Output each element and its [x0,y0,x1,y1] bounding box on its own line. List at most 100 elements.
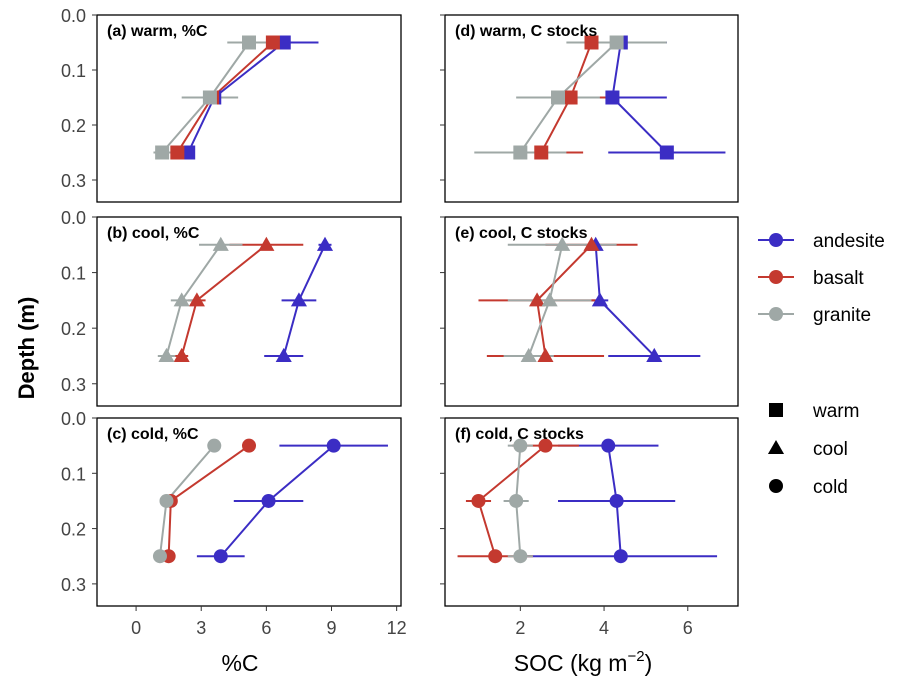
data-point-granite [509,493,524,508]
data-point-basalt [471,493,486,508]
y-tick-label: 0.3 [61,575,86,595]
y-tick-label: 0.1 [61,464,86,484]
data-point-granite [242,35,256,50]
data-point-granite [554,236,571,251]
data-point-granite [541,292,558,307]
data-point-andesite [659,145,674,160]
x-tick-label: 3 [196,618,206,638]
y-tick-label: 0.0 [61,208,86,228]
data-point-granite [513,145,528,160]
data-point-granite [207,438,222,453]
y-tick-label: 0.1 [61,264,86,284]
data-point-basalt [584,35,599,50]
data-point-andesite [609,493,624,508]
x-axis-title-left: %C [221,650,258,676]
y-tick-label: 0.2 [61,520,86,540]
y-tick-label: 0.0 [61,6,86,26]
data-point-basalt [529,292,546,307]
legend: andesite basalt granite warm cool cold [758,231,885,498]
data-point-andesite [601,438,616,453]
legend-marker [769,233,783,247]
data-point-andesite [275,347,292,363]
legend-item-andesite: andesite [758,231,885,252]
legend-marker-square [769,403,783,417]
y-axis-title: Depth (m) [14,297,39,400]
panel-frame [96,216,402,407]
panel-title: (b) cool, %C [107,225,200,242]
panel: (c) cold, %C [92,417,402,611]
x-axis-title-right-main: SOC (kg m [514,650,628,676]
panel: (a) warm, %C [92,14,402,203]
data-point-andesite [181,145,196,160]
data-point-granite [551,90,566,105]
data-point-basalt [265,35,280,50]
x-tick-label: 2 [515,618,525,638]
legend-label: cool [813,439,848,460]
data-point-basalt [173,347,190,363]
data-point-basalt [242,438,256,453]
panel-title: (e) cool, C stocks [455,225,588,242]
data-point-granite [173,292,190,307]
x-tick-labels: 0 3 6 9 12 2 4 6 [131,618,693,638]
x-tick-label: 9 [327,618,337,638]
legend-marker [769,270,783,284]
data-point-granite [202,90,217,105]
data-point-granite [513,438,528,453]
data-point-andesite [326,438,341,453]
data-point-granite [609,35,624,50]
data-point-andesite [646,347,663,363]
data-point-basalt [563,90,578,105]
panel-title: (d) warm, C stocks [455,23,597,40]
legend-marker [769,307,783,321]
legend-label: granite [813,305,871,326]
legend-label: andesite [813,231,885,252]
data-point-basalt [258,236,275,251]
legend-item-basalt: basalt [758,268,864,289]
panel-title: (c) cold, %C [107,426,199,443]
y-tick-label: 0.3 [61,171,86,191]
x-tick-label: 6 [261,618,271,638]
legend-item-cold: cold [769,477,848,498]
data-point-granite [155,145,170,160]
data-point-granite [520,347,537,363]
panel: (d) warm, C stocks [440,14,739,203]
data-point-granite [158,347,175,363]
y-tick-label: 0.2 [61,319,86,339]
data-point-basalt [188,292,205,307]
data-point-andesite [591,292,608,307]
panel: (b) cool, %C [92,216,402,407]
x-axis-title-right-close: ) [645,650,653,676]
data-point-andesite [316,236,334,251]
data-point-granite [152,549,167,564]
legend-label: warm [812,401,859,422]
x-tick-label: 4 [599,618,609,638]
data-point-andesite [276,35,291,50]
data-point-basalt [170,145,185,160]
panel: (f) cold, C stocks [440,417,739,611]
y-tick-label: 0.0 [61,409,86,429]
data-point-andesite [213,549,228,564]
data-point-basalt [537,347,554,363]
data-point-basalt [488,549,503,564]
y-tick-label: 0.2 [61,116,86,136]
panel-frame [444,417,739,607]
legend-marker-circle [769,479,783,493]
data-point-basalt [538,438,553,453]
y-tick-label: 0.1 [61,61,86,81]
data-point-basalt [534,145,549,160]
x-tick-label: 0 [131,618,141,638]
data-point-granite [212,236,229,251]
panel-title: (a) warm, %C [107,23,208,40]
data-point-granite [159,493,174,508]
data-point-granite [513,549,528,564]
panels: (a) warm, %C (b) cool, %C (c) cold, %C (d) … [92,14,739,611]
data-point-andesite [290,292,307,307]
legend-marker-triangle [767,439,785,455]
panel-title: (f) cold, C stocks [455,426,584,443]
data-point-basalt [583,236,600,251]
data-point-andesite [613,549,628,564]
data-point-andesite [261,493,276,508]
x-tick-label: 6 [683,618,693,638]
legend-item-warm: warm [769,401,859,422]
x-axis-title-right: SOC (kg m−2) [514,648,653,676]
